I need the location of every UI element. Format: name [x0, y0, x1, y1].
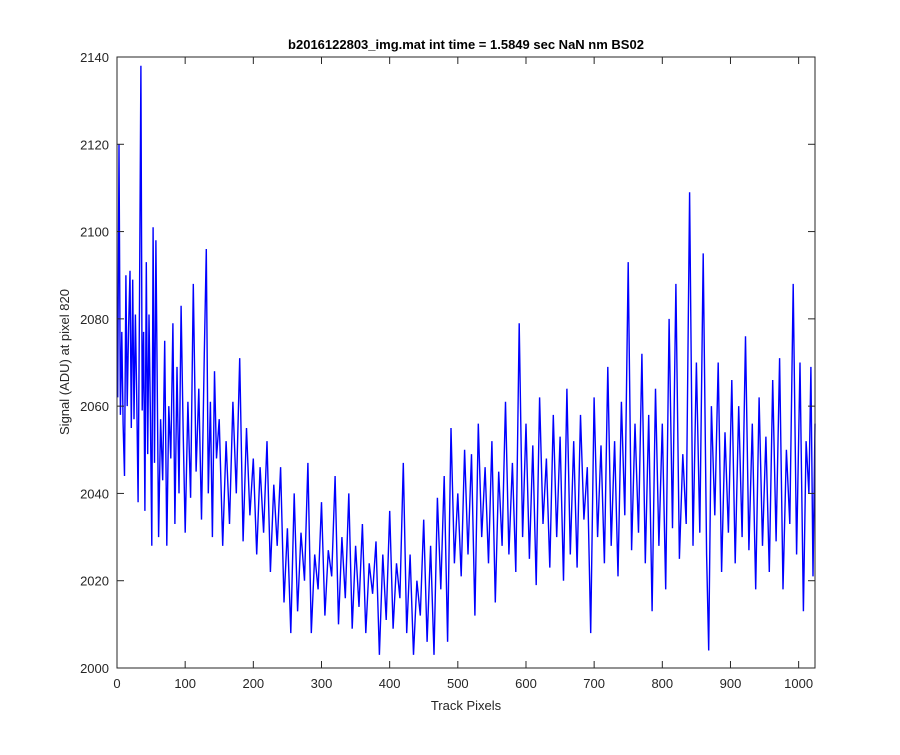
y-axis-label: Signal (ADU) at pixel 820 — [57, 289, 72, 435]
y-tick-label: 2120 — [80, 137, 109, 152]
x-tick-label: 800 — [651, 676, 673, 691]
x-tick-label: 300 — [311, 676, 333, 691]
x-tick-label: 700 — [583, 676, 605, 691]
plot-area — [117, 57, 815, 668]
y-tick-label: 2020 — [80, 574, 109, 589]
y-tick-label: 2000 — [80, 661, 109, 676]
series-layer — [117, 65, 816, 655]
x-tick-label: 0 — [113, 676, 120, 691]
x-tick-label: 100 — [174, 676, 196, 691]
y-tick-label: 2060 — [80, 399, 109, 414]
x-tick-label: 900 — [720, 676, 742, 691]
y-tick-label: 2040 — [80, 486, 109, 501]
axes-layer: 0 100 200 300 400 500 600 700 800 900 1000 2000 2020… — [80, 50, 816, 691]
axes-box — [116, 56, 816, 669]
series-line-signal — [117, 65, 816, 655]
x-tick-label: 600 — [515, 676, 537, 691]
y-tick-label: 2100 — [80, 225, 109, 240]
chart-title: b2016122803_img.mat int time = 1.5849 se… — [288, 37, 644, 52]
x-axis-label: Track Pixels — [431, 698, 502, 713]
y-tick-label: 2140 — [80, 50, 109, 65]
y-tick-label: 2080 — [80, 312, 109, 327]
x-tick-label: 1000 — [784, 676, 813, 691]
x-tick-label: 500 — [447, 676, 469, 691]
x-tick-label: 400 — [379, 676, 401, 691]
x-tick-label: 200 — [242, 676, 264, 691]
